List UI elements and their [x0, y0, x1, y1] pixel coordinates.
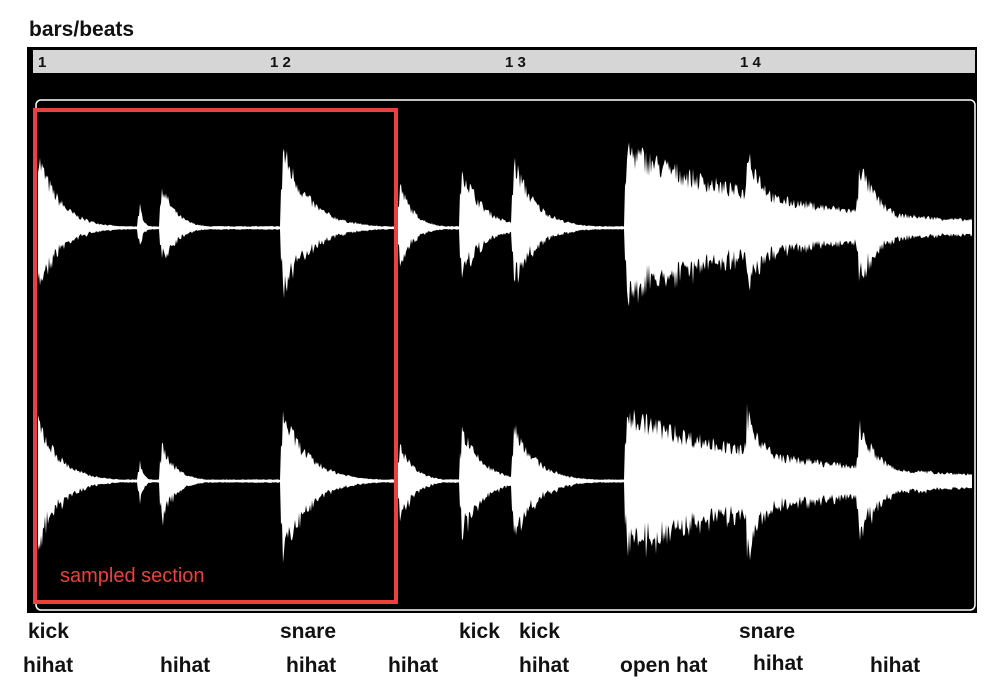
hit-label: hihat: [870, 654, 920, 677]
hit-label: hihat: [388, 654, 438, 677]
selection-label: sampled section: [60, 565, 205, 587]
ruler: [33, 50, 975, 73]
waveform-channel: [38, 142, 972, 307]
hit-label: snare: [739, 620, 795, 643]
waveform: [38, 142, 972, 563]
hit-label: hihat: [519, 654, 569, 677]
hit-label: hihat: [23, 654, 73, 677]
hit-label: kick: [519, 620, 560, 643]
waveform-channel: [38, 403, 972, 563]
selection-box: [33, 108, 398, 604]
hit-label: hihat: [160, 654, 210, 677]
title: bars/beats: [29, 18, 134, 41]
ruler-label: 1: [38, 54, 46, 71]
ruler-label: 1 4: [740, 54, 762, 71]
hit-label: open hat: [620, 654, 708, 677]
ruler-label: 1 3: [505, 54, 526, 71]
hit-label: kick: [459, 620, 500, 643]
hit-label: snare: [280, 620, 336, 643]
hit-label: hihat: [753, 652, 803, 675]
hit-label: hihat: [286, 654, 336, 677]
hit-label: kick: [28, 620, 69, 643]
clip-panel: [27, 47, 977, 613]
ruler-label: 1 2: [270, 54, 291, 71]
